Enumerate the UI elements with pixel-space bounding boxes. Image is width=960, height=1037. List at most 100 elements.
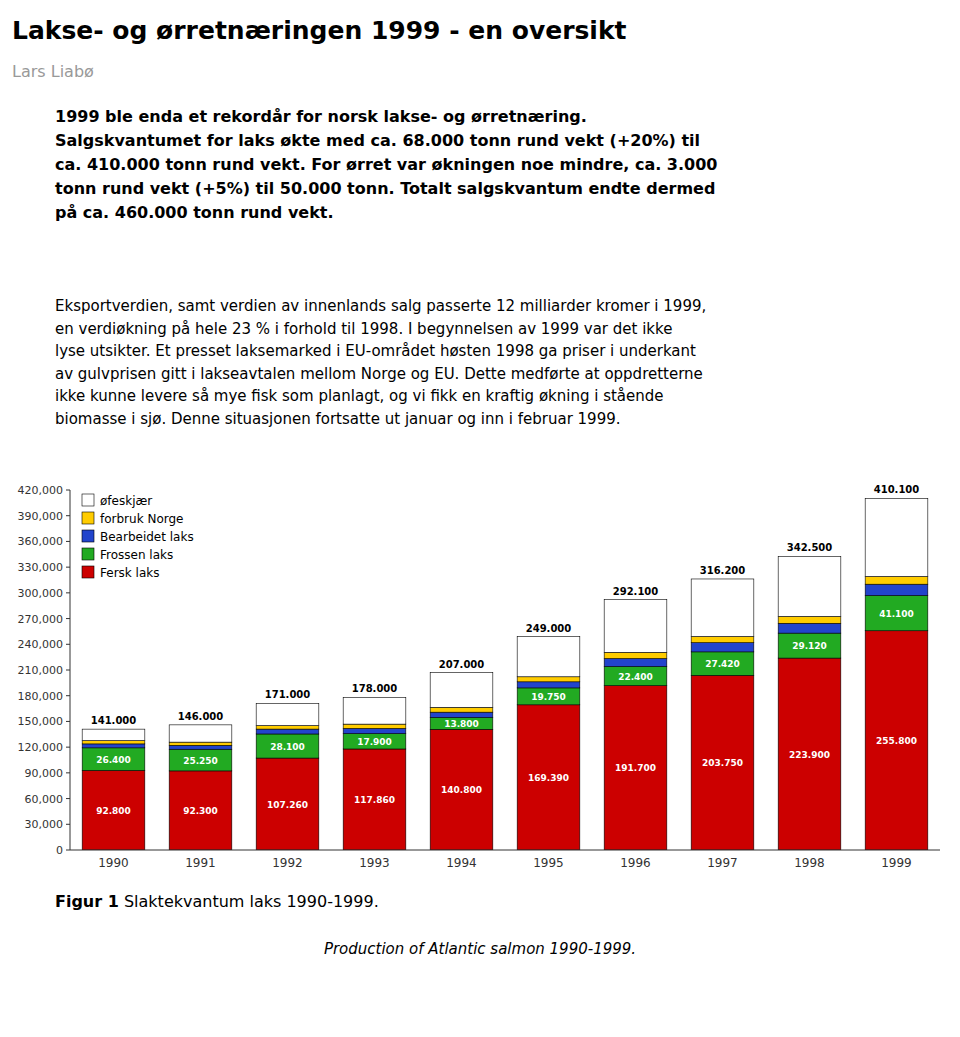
bar-segment <box>169 771 232 850</box>
bar-segment <box>169 725 232 742</box>
x-tick-label: 1999 <box>881 856 912 870</box>
bar-segment <box>865 584 928 595</box>
total-label: 171.000 <box>265 689 311 700</box>
data-label: 92.300 <box>183 806 218 816</box>
paragraph: 1999 ble enda et rekordår for norsk laks… <box>55 105 717 225</box>
x-axis: 1990199119921993199419951996199719981999 <box>98 856 912 870</box>
bar-segment <box>517 688 580 705</box>
bar-segment <box>604 666 667 685</box>
data-labels: 92.80092.300107.260117.860140.800169.390… <box>91 484 920 815</box>
y-tick <box>66 541 70 542</box>
data-label: 22.400 <box>618 672 653 682</box>
bar-segment <box>691 579 754 637</box>
y-tick <box>66 798 70 799</box>
data-label: 26.400 <box>96 755 131 765</box>
bar-segment <box>343 697 406 724</box>
x-tick-label: 1992 <box>272 856 303 870</box>
bar-segment <box>604 652 667 658</box>
bar-segment <box>169 742 232 745</box>
y-tick <box>66 850 70 851</box>
y-tick <box>66 618 70 619</box>
x-tick-label: 1994 <box>446 856 477 870</box>
legend-label: forbruk Norge <box>100 512 183 526</box>
y-tick-label: 210,000 <box>18 664 64 677</box>
bar-segment <box>517 637 580 677</box>
caption-label: Figur 1 <box>55 892 119 911</box>
y-tick-label: 420,000 <box>18 484 64 497</box>
y-tick-label: 330,000 <box>18 561 64 574</box>
bar-segment <box>430 707 493 712</box>
bar-segment <box>82 748 145 771</box>
x-tick-label: 1990 <box>98 856 129 870</box>
x-axis-line <box>70 850 940 851</box>
y-tick <box>66 515 70 516</box>
bar-segment <box>343 749 406 850</box>
page-title: Lakse- og ørretnæringen 1999 - en oversi… <box>12 16 627 45</box>
bar-segment <box>604 659 667 667</box>
data-label: 13.800 <box>444 719 479 729</box>
x-tick-label: 1993 <box>359 856 390 870</box>
bar-segment <box>82 741 145 744</box>
y-tick-label: 150,000 <box>18 715 64 728</box>
legend-label: Frossen laks <box>100 548 173 562</box>
data-label: 27.420 <box>705 659 740 669</box>
y-tick <box>66 721 70 722</box>
data-label: 29.120 <box>792 641 827 651</box>
y-tick <box>66 567 70 568</box>
bar-segment <box>865 498 928 576</box>
bar-segment <box>82 744 145 748</box>
caption-subtitle: Production of Atlantic salmon 1990-1999. <box>0 940 960 958</box>
bar-segment <box>430 729 493 850</box>
data-label: 25.250 <box>183 756 218 766</box>
y-tick-label: 240,000 <box>18 638 64 651</box>
data-label: 203.750 <box>702 758 743 768</box>
bar-segment <box>691 636 754 642</box>
bar-segment <box>517 677 580 682</box>
y-tick <box>66 747 70 748</box>
bar-segment <box>691 652 754 676</box>
y-tick <box>66 772 70 773</box>
bar-segment <box>256 703 319 725</box>
x-tick-label: 1995 <box>533 856 564 870</box>
data-label: 92.800 <box>96 806 131 816</box>
bar-segment <box>865 576 928 584</box>
chart: 030,00060,00090,000120,000150,000180,000… <box>0 470 960 880</box>
y-tick-label: 360,000 <box>18 535 64 548</box>
bar-segment <box>778 633 841 658</box>
data-label: 169.390 <box>528 773 569 783</box>
total-label: 316.200 <box>700 565 746 576</box>
caption-text: Slaktekvantum laks 1990-1999. <box>119 892 379 911</box>
y-tick-label: 90,000 <box>25 767 64 780</box>
bar-segment <box>256 726 319 730</box>
y-tick-label: 120,000 <box>18 741 64 754</box>
legend-label: øfeskjær <box>100 494 152 508</box>
bar-segment <box>517 682 580 688</box>
bar-segment <box>256 734 319 758</box>
y-tick-label: 180,000 <box>18 690 64 703</box>
y-axis: 030,00060,00090,000120,000150,000180,000… <box>18 484 71 857</box>
y-tick-label: 270,000 <box>18 613 64 626</box>
y-tick-label: 300,000 <box>18 587 64 600</box>
data-label: 19.750 <box>531 692 566 702</box>
data-label: 191.700 <box>615 763 656 773</box>
bar-segment <box>82 770 145 850</box>
data-label: 17.900 <box>357 737 392 747</box>
bar-segment <box>778 616 841 623</box>
bar-segment <box>865 631 928 850</box>
legend-swatch <box>82 512 94 524</box>
bar-segment <box>517 705 580 850</box>
y-tick <box>66 592 70 593</box>
legend-swatch <box>82 566 94 578</box>
x-tick-label: 1996 <box>620 856 651 870</box>
data-label: 107.260 <box>267 800 308 810</box>
caption: Figur 1 Slaktekvantum laks 1990-1999. <box>55 892 379 911</box>
data-label: 28.100 <box>270 742 305 752</box>
data-label: 223.900 <box>789 750 830 760</box>
bar-segment <box>604 600 667 653</box>
total-label: 249.000 <box>526 623 572 634</box>
bar-segment <box>82 729 145 740</box>
legend-swatch <box>82 494 94 506</box>
y-axis-line <box>70 490 71 850</box>
bar-segment <box>343 734 406 749</box>
legend-label: Bearbeidet laks <box>100 530 194 544</box>
